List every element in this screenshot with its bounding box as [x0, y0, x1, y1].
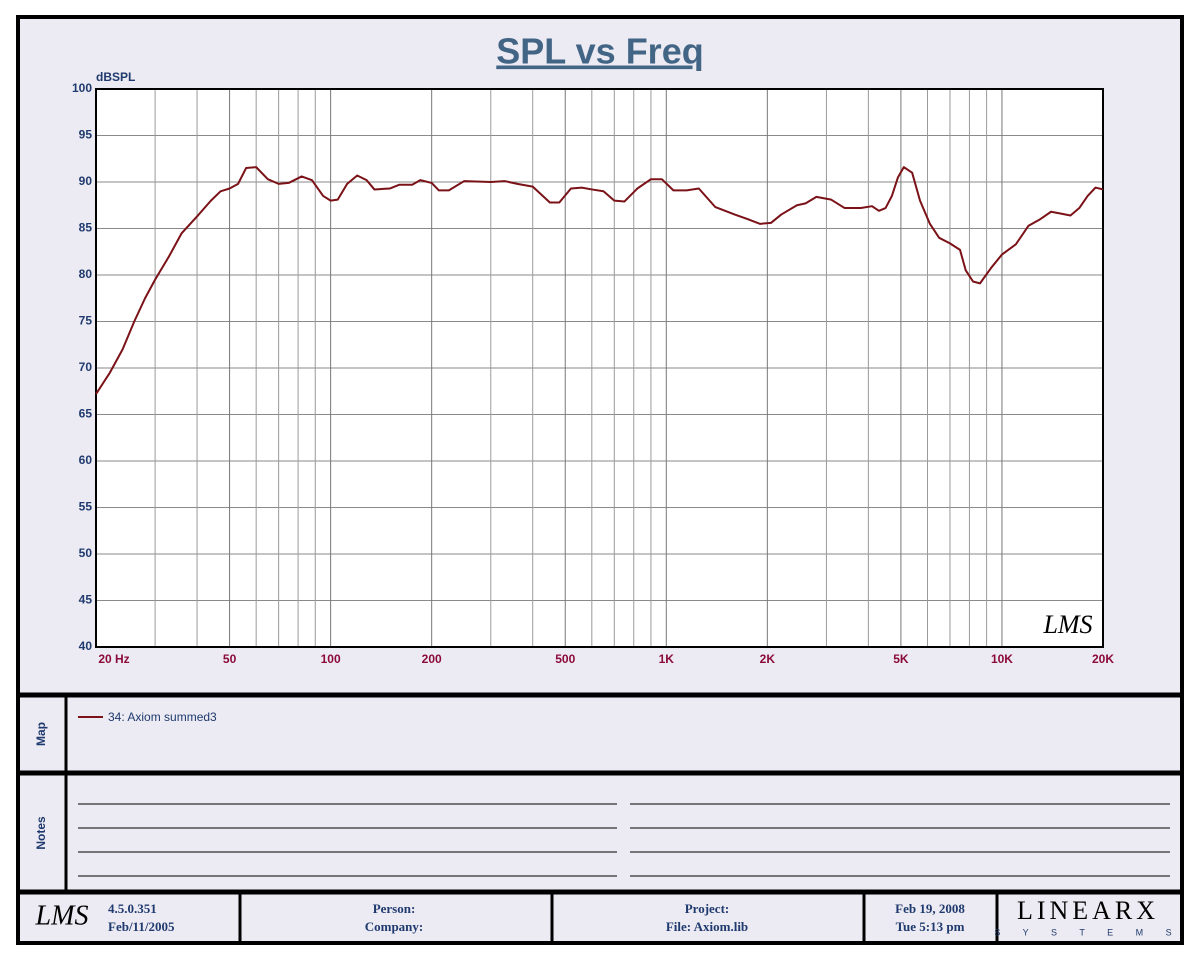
date: Feb 19, 2008 [895, 901, 965, 916]
time: Tue 5:13 pm [896, 919, 965, 934]
watermark: LMS [1042, 610, 1092, 639]
chart-title: SPL vs Freq [496, 31, 703, 72]
y-tick-label: 95 [79, 128, 93, 142]
x-tick-label: 2K [760, 652, 776, 666]
x-tick-label: 1K [659, 652, 675, 666]
x-tick-label: 5K [893, 652, 909, 666]
person: Person: [373, 901, 416, 916]
x-tick-label: 50 [223, 652, 237, 666]
footer-dividers [238, 892, 999, 943]
y-tick-label: 100 [72, 81, 92, 95]
file: File: Axiom.lib [666, 919, 748, 934]
y-tick-label: 75 [79, 314, 93, 328]
company: Company: [365, 919, 424, 934]
footer-logo: LMS [35, 900, 89, 931]
x-tick-label: 100 [321, 652, 341, 666]
x-tick-label: 500 [555, 652, 575, 666]
y-tick-label: 50 [79, 546, 93, 560]
build-date: Feb/11/2005 [108, 919, 175, 934]
x-tick-label: 20 Hz [98, 652, 129, 666]
y-tick-label: 80 [79, 267, 93, 281]
y-axis-label: dBSPL [96, 70, 135, 84]
data-line [95, 166, 1104, 395]
project: Project: [685, 901, 730, 916]
y-tick-label: 40 [79, 639, 93, 653]
y-tick-label: 70 [79, 360, 93, 374]
brand: LINEARX [1017, 896, 1159, 925]
x-tick-label: 200 [422, 652, 442, 666]
plot-border [95, 88, 1104, 648]
y-tick-label: 85 [79, 221, 93, 235]
y-tick-label: 65 [79, 407, 93, 421]
note-lines [78, 803, 1170, 877]
x-tick-label: 20K [1092, 652, 1114, 666]
y-tick-label: 90 [79, 174, 93, 188]
y-tick-label: 60 [79, 453, 93, 467]
x-tick-label: 10K [991, 652, 1013, 666]
brand-sub: S Y S T E M S [994, 927, 1181, 937]
y-tick-label: 55 [79, 500, 93, 514]
version: 4.5.0.351 [108, 901, 157, 916]
legend-entry: 34: Axiom summed3 [108, 710, 217, 724]
y-tick-label: 45 [79, 593, 93, 607]
map-label: Map [34, 722, 48, 746]
notes-label: Notes [34, 816, 48, 850]
